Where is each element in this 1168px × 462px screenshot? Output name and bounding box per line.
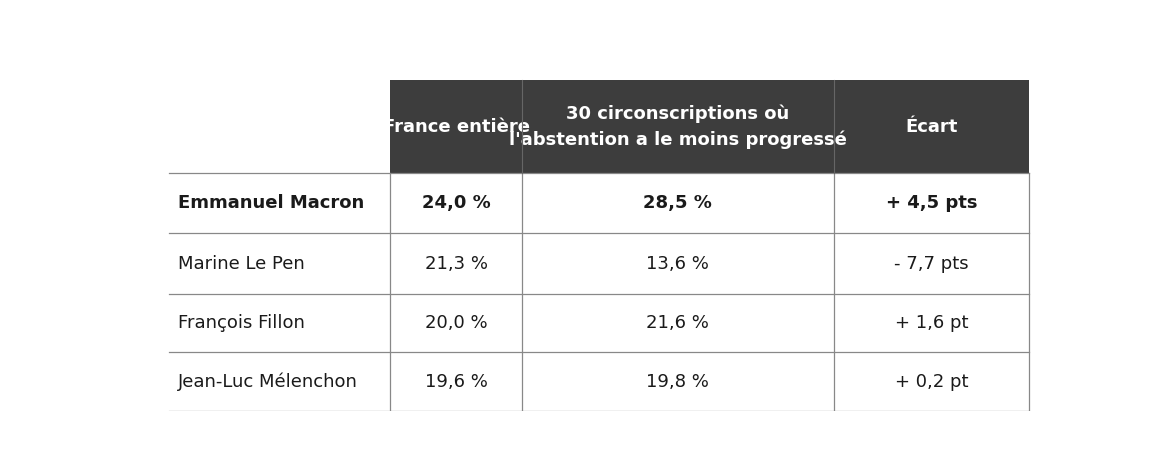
Text: 20,0 %: 20,0 % [425, 314, 487, 332]
Text: François Fillon: François Fillon [178, 314, 305, 332]
Text: + 1,6 pt: + 1,6 pt [895, 314, 968, 332]
Text: Marine Le Pen: Marine Le Pen [178, 255, 305, 273]
Text: 19,8 %: 19,8 % [646, 373, 709, 391]
Text: + 4,5 pts: + 4,5 pts [885, 194, 976, 212]
Text: 19,6 %: 19,6 % [425, 373, 487, 391]
Bar [390, 80, 1029, 173]
Text: Emmanuel Macron: Emmanuel Macron [178, 194, 364, 212]
Text: 24,0 %: 24,0 % [422, 194, 491, 212]
Text: Écart: Écart [905, 118, 958, 135]
Text: 13,6 %: 13,6 % [646, 255, 709, 273]
Text: 28,5 %: 28,5 % [644, 194, 712, 212]
Text: - 7,7 pts: - 7,7 pts [894, 255, 968, 273]
Text: Jean-Luc Mélenchon: Jean-Luc Mélenchon [178, 372, 357, 391]
Text: 21,6 %: 21,6 % [646, 314, 709, 332]
Text: France entière: France entière [383, 118, 529, 135]
Text: 30 circonscriptions où
l'abstention a le moins progressé: 30 circonscriptions où l'abstention a le… [509, 104, 847, 149]
Text: + 0,2 pt: + 0,2 pt [895, 373, 968, 391]
Text: 21,3 %: 21,3 % [424, 255, 487, 273]
